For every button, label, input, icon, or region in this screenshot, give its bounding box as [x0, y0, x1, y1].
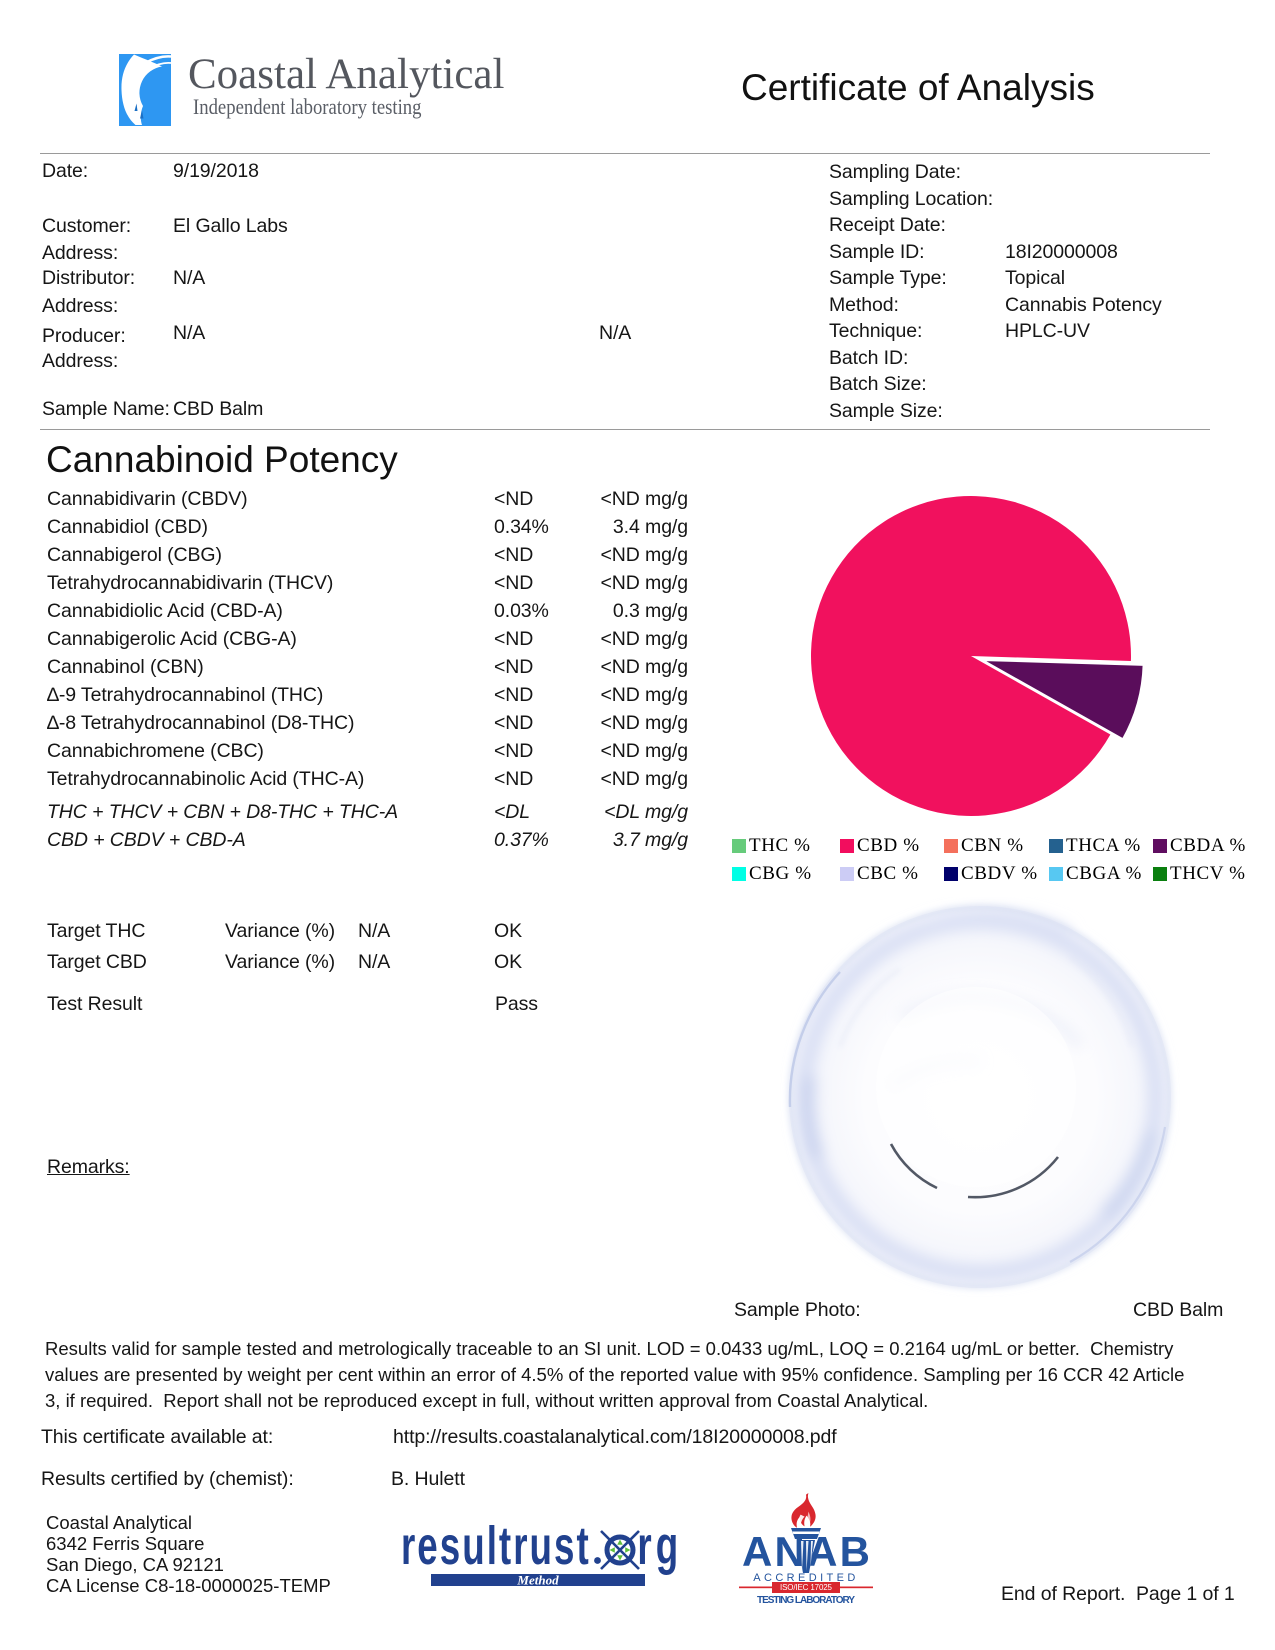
svg-text:ACCREDITED: ACCREDITED [753, 1572, 859, 1584]
svg-text:rg: rg [637, 1515, 678, 1576]
svg-text:ISO/IEC 17025: ISO/IEC 17025 [780, 1583, 833, 1592]
svg-text:Method: Method [516, 1573, 559, 1588]
svg-text:TESTING LABORATORY: TESTING LABORATORY [757, 1595, 855, 1606]
svg-text:resultrust: resultrust [401, 1515, 589, 1576]
